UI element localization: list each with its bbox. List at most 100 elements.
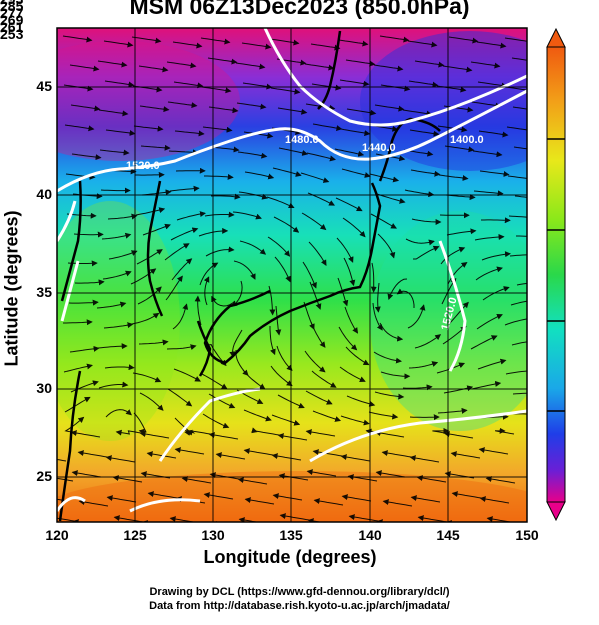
streamline — [479, 170, 510, 177]
streamline — [275, 305, 282, 336]
streamline — [137, 286, 162, 305]
streamline — [103, 322, 134, 329]
streamline — [409, 455, 440, 463]
streamline — [304, 63, 335, 71]
streamline — [98, 381, 129, 389]
colorbar-tick-label: 253 — [0, 26, 24, 42]
credit-line: Data from http://database.rish.kyoto-u.a… — [149, 600, 450, 612]
streamline — [105, 129, 136, 136]
streamline — [68, 299, 99, 306]
streamline — [74, 279, 105, 286]
streamline — [312, 449, 343, 457]
streamline — [338, 39, 369, 47]
streamline — [481, 251, 511, 261]
streamline — [271, 453, 302, 461]
streamline — [509, 254, 527, 257]
streamline — [410, 495, 441, 503]
streamline — [139, 392, 164, 411]
streamline — [308, 241, 327, 266]
streamline — [504, 37, 527, 42]
streamline — [103, 40, 134, 48]
streamline — [131, 312, 160, 325]
y-tick-label: 30 — [36, 380, 52, 396]
streamline — [302, 261, 317, 289]
streamline — [374, 104, 405, 112]
streamline — [374, 391, 405, 400]
streamline — [276, 345, 293, 372]
streamline — [104, 364, 135, 371]
y-axis-label: Latitude (degrees) — [1, 210, 22, 367]
streamline — [176, 211, 206, 221]
streamline — [440, 246, 466, 265]
streamline — [448, 301, 469, 325]
streamline — [402, 109, 433, 117]
streamline — [365, 428, 377, 435]
streamline — [348, 514, 379, 522]
streamline — [203, 276, 210, 306]
streamline — [307, 518, 322, 522]
streamline — [370, 262, 377, 293]
streamline — [336, 237, 354, 263]
colorbar-tick-label: 261 — [0, 19, 24, 35]
streamline — [210, 193, 241, 200]
streamline — [305, 390, 333, 405]
colorbar-tick-label: 269 — [0, 12, 24, 28]
streamline — [375, 470, 406, 478]
streamline — [506, 126, 527, 131]
streamline — [104, 80, 135, 88]
streamline — [241, 42, 272, 50]
streamline — [238, 191, 269, 200]
credit-line: Drawing by DCL (https://www.gfd-dennou.o… — [149, 586, 450, 598]
x-tick-label: 135 — [279, 527, 303, 543]
streamline — [451, 491, 482, 499]
streamline — [97, 343, 128, 350]
streamline — [369, 173, 400, 183]
streamline — [237, 151, 268, 159]
streamline — [113, 515, 144, 522]
streamline — [410, 169, 441, 177]
streamline — [343, 257, 356, 287]
streamline — [438, 174, 469, 181]
streamline — [306, 152, 336, 162]
streamline — [107, 213, 138, 220]
streamline — [140, 144, 171, 151]
streamline — [135, 207, 166, 216]
streamline — [311, 370, 337, 388]
streamline — [142, 223, 171, 236]
streamline — [370, 213, 397, 229]
streamline — [414, 334, 442, 349]
streamline — [204, 211, 235, 218]
streamline — [510, 300, 527, 306]
streamline — [374, 430, 405, 438]
streamline — [311, 83, 342, 91]
streamline — [243, 409, 272, 422]
streamline — [272, 167, 302, 177]
streamline — [437, 407, 468, 414]
streamline — [57, 458, 67, 462]
streamline — [146, 451, 177, 459]
streamline — [476, 313, 503, 330]
streamline — [244, 171, 275, 180]
streamline — [306, 469, 337, 477]
streamline — [64, 124, 95, 132]
streamline — [136, 249, 163, 265]
streamline — [167, 388, 193, 407]
streamline — [64, 396, 91, 413]
streamline — [373, 351, 402, 364]
streamline — [172, 41, 203, 49]
streamline — [271, 414, 301, 426]
streamline — [131, 36, 162, 44]
streamline — [408, 361, 439, 369]
streamline — [473, 190, 504, 197]
streamline — [204, 173, 234, 180]
streamline — [450, 451, 481, 459]
streamline — [341, 494, 372, 502]
streamline — [147, 491, 178, 499]
streamline — [235, 62, 266, 70]
streamline — [273, 216, 300, 233]
streamline — [508, 215, 527, 218]
streamline — [417, 515, 448, 522]
streamline — [236, 102, 267, 110]
streamline — [407, 40, 438, 48]
streamline — [112, 475, 143, 483]
